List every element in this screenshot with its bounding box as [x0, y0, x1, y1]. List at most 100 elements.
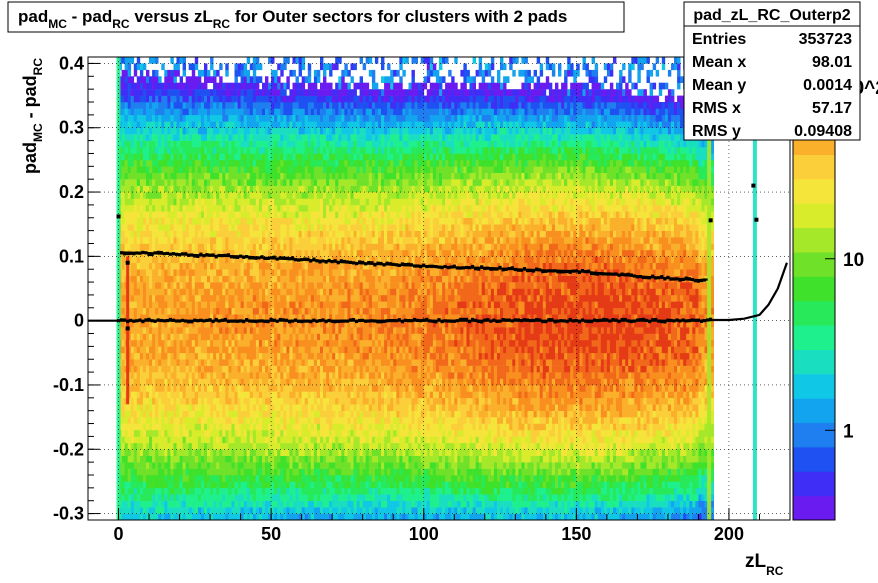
- heatmap-cell: [213, 436, 217, 444]
- heatmap-cell: [155, 108, 159, 116]
- heatmap-cell: [323, 198, 327, 206]
- heatmap-cell: [191, 198, 196, 206]
- heatmap-cell: [252, 153, 257, 161]
- heatmap-cell: [298, 327, 302, 334]
- heatmap-cell: [164, 147, 168, 154]
- heatmap-cell: [246, 294, 251, 302]
- heatmap-cell: [316, 333, 321, 341]
- heatmap-cell: [167, 397, 171, 405]
- heatmap-cell: [249, 385, 254, 392]
- heatmap-cell: [158, 307, 162, 315]
- heatmap-cell: [207, 365, 211, 373]
- heatmap-cell: [271, 140, 275, 148]
- heatmap-cell: [173, 468, 177, 476]
- heatmap-cell: [274, 372, 278, 379]
- heatmap-cell: [152, 430, 156, 437]
- heatmap-cell: [161, 294, 165, 302]
- heatmap-cell: [155, 172, 159, 180]
- heatmap-cell: [185, 249, 190, 257]
- heatmap-cell: [237, 404, 241, 411]
- heatmap-cell: [310, 249, 315, 257]
- heatmap-cell: [179, 217, 183, 225]
- heatmap-cell: [286, 475, 290, 482]
- heatmap-cell: [182, 82, 186, 90]
- heatmap-cell: [289, 475, 293, 482]
- heatmap-cell: [204, 294, 208, 302]
- heatmap-cell: [283, 102, 287, 109]
- heatmap-cell: [255, 449, 260, 456]
- heatmap-cell: [301, 108, 306, 116]
- heatmap-cell: [146, 237, 150, 244]
- heatmap-cell: [213, 179, 217, 186]
- heatmap-cell: [194, 230, 199, 238]
- heatmap-cell: [207, 230, 211, 238]
- heatmap-cell: [310, 468, 315, 476]
- heatmap-cell: [277, 500, 281, 508]
- heatmap-cell: [301, 481, 306, 489]
- heatmap-cell: [301, 166, 306, 173]
- heatmap-cell: [335, 513, 339, 521]
- heatmap-cell: [173, 500, 177, 508]
- heatmap-cell: [127, 166, 132, 173]
- heatmap-cell: [155, 301, 159, 309]
- heatmap-cell: [246, 121, 251, 128]
- heatmap-cell: [292, 82, 296, 90]
- heatmap-cell: [170, 204, 174, 212]
- heatmap-cell: [320, 262, 324, 270]
- heatmap-cell: [277, 462, 281, 469]
- heatmap-cell: [313, 307, 318, 315]
- heatmap-cell: [255, 256, 260, 263]
- heatmap-cell: [139, 127, 144, 135]
- heatmap-cell: [127, 430, 132, 437]
- heatmap-cell: [295, 102, 299, 109]
- heatmap-cell: [262, 507, 266, 514]
- heatmap-cell: [243, 69, 248, 77]
- heatmap-cell: [225, 114, 229, 122]
- heatmap-cell: [173, 301, 177, 309]
- heatmap-cell: [292, 288, 296, 296]
- heatmap-cell: [146, 121, 150, 128]
- heatmap-cell: [139, 417, 144, 424]
- heatmap-cell: [274, 352, 278, 360]
- heatmap-cell: [246, 134, 251, 141]
- heatmap-cell: [307, 352, 312, 360]
- heatmap-cell: [167, 436, 171, 444]
- heatmap-cell: [231, 494, 235, 501]
- heatmap-cell: [326, 82, 330, 90]
- heatmap-cell: [316, 301, 321, 309]
- heatmap-cell: [323, 507, 327, 514]
- heatmap-cell: [182, 198, 186, 206]
- heatmap-cell: [234, 339, 238, 347]
- heatmap-cell: [146, 127, 150, 135]
- heatmap-cell: [225, 385, 229, 392]
- heatmap-cell: [332, 95, 336, 103]
- heatmap-cell: [207, 372, 211, 379]
- heatmap-cell: [243, 256, 248, 263]
- heatmap-cell: [255, 294, 260, 302]
- heatmap-cell: [130, 294, 135, 302]
- heatmap-cell: [298, 372, 302, 379]
- heatmap-cell: [127, 294, 132, 302]
- heatmap-cell: [213, 198, 217, 206]
- heatmap-cell: [127, 269, 132, 276]
- heatmap-cell: [240, 436, 244, 444]
- heatmap-cell: [182, 153, 186, 161]
- heatmap-cell: [176, 140, 180, 148]
- heatmap-cell: [249, 249, 254, 257]
- heatmap-cell: [179, 417, 183, 424]
- heatmap-cell: [316, 102, 321, 109]
- heatmap-cell: [289, 442, 293, 450]
- heatmap-cell: [329, 121, 333, 128]
- heatmap-cell: [136, 153, 141, 161]
- heatmap-cell: [283, 282, 287, 289]
- heatmap-cell: [295, 121, 299, 128]
- heatmap-cell: [326, 487, 330, 495]
- heatmap-cell: [185, 127, 190, 135]
- heatmap-cell: [286, 147, 290, 154]
- heatmap-cell: [307, 230, 312, 238]
- heatmap-cell: [161, 166, 165, 173]
- heatmap-cell: [234, 320, 238, 328]
- heatmap-cell: [304, 449, 309, 456]
- heatmap-cell: [179, 449, 183, 456]
- heatmap-cell: [271, 243, 275, 251]
